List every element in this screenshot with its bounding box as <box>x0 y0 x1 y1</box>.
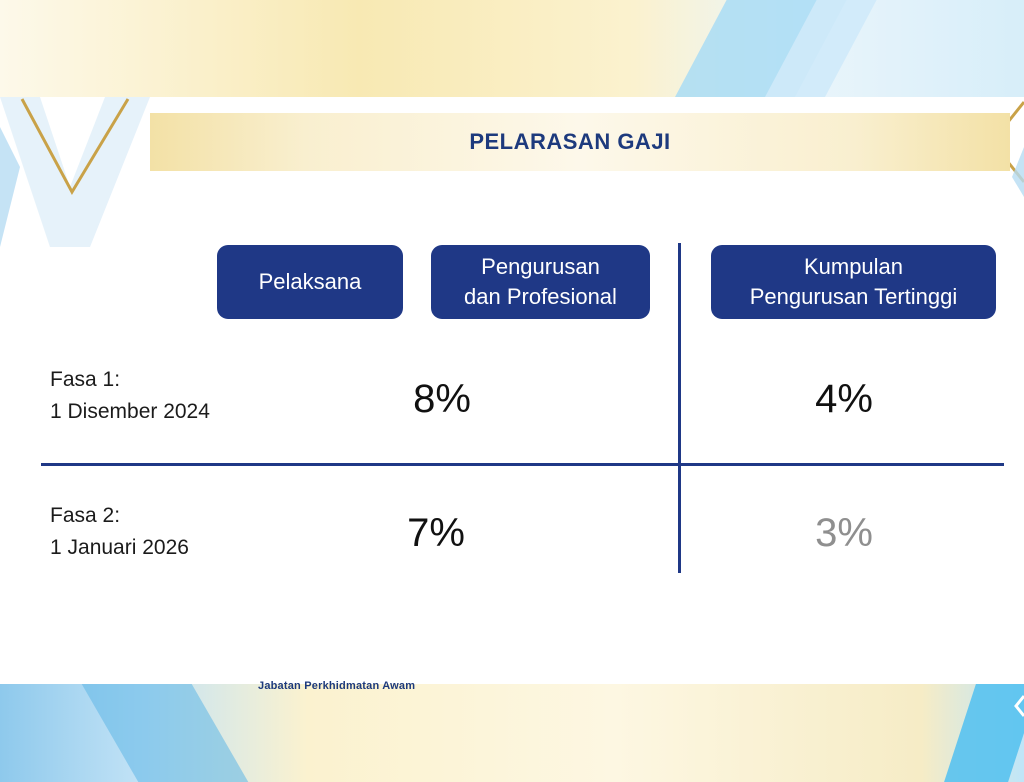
column-header-pengurusan-profesional: Pengurusan dan Profesional <box>431 245 650 319</box>
footer-organization-name: Jabatan Perkhidmatan Awam <box>258 680 416 692</box>
slide-panel <box>0 97 1024 684</box>
title-banner: PELARASAN GAJI <box>150 113 1010 171</box>
decorative-stripe <box>81 684 249 782</box>
horizontal-divider <box>41 463 1004 466</box>
vertical-divider <box>678 243 681 573</box>
value-fasa-2-kumpulan-tertinggi: 3% <box>815 511 873 555</box>
value-fasa-2-pelaksana-pengurusan: 7% <box>407 511 465 555</box>
value-fasa-1-kumpulan-tertinggi: 4% <box>815 377 873 421</box>
column-header-pelaksana: Pelaksana <box>217 245 403 319</box>
chevron-left-icon <box>1014 695 1024 717</box>
top-background-band <box>0 0 1024 100</box>
bottom-background-band <box>0 684 1024 782</box>
decorative-stripe <box>944 684 1024 782</box>
column-header-kumpulan-pengurusan-tertinggi: Kumpulan Pengurusan Tertinggi <box>711 245 996 319</box>
slide-title: PELARASAN GAJI <box>469 129 671 154</box>
row-label-fasa-1: Fasa 1: 1 Disember 2024 <box>50 368 210 423</box>
row-label-fasa-2: Fasa 2: 1 Januari 2026 <box>50 504 189 559</box>
gold-chevron-decoration <box>0 97 150 247</box>
value-fasa-1-pelaksana-pengurusan: 8% <box>413 377 471 421</box>
